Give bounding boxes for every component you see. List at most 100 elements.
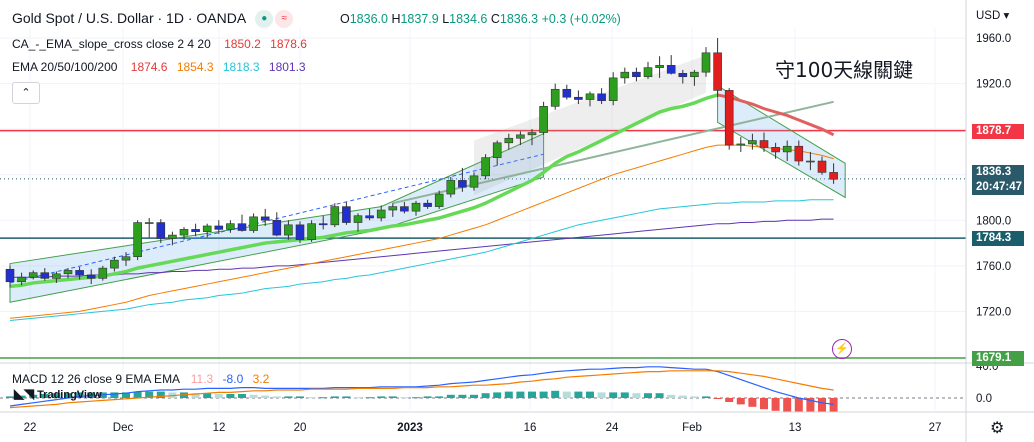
candle-body xyxy=(121,256,131,261)
collapse-indicators-button[interactable]: ⌃ xyxy=(12,82,40,104)
tradingview-logo[interactable]: ◣◥ TradingView xyxy=(14,386,102,402)
gear-icon[interactable]: ⚙ xyxy=(990,420,1005,437)
macd-histogram-bar xyxy=(272,396,281,398)
time-tick-label: Dec xyxy=(113,422,134,434)
macd-histogram-bar xyxy=(214,394,223,398)
macd-histogram-bar xyxy=(609,392,618,398)
compare-icon[interactable]: ≈ xyxy=(275,10,294,29)
candle-body xyxy=(516,134,525,139)
candle-body xyxy=(817,160,827,173)
market-open-icon[interactable]: ● xyxy=(255,10,274,29)
candle xyxy=(458,167,467,192)
candle-body xyxy=(434,193,444,207)
macd-histogram-bar xyxy=(52,393,61,398)
candle xyxy=(295,221,305,244)
candle-body xyxy=(504,137,514,144)
candle xyxy=(342,202,351,225)
candle xyxy=(411,200,421,216)
candle xyxy=(226,220,235,233)
currency-selector[interactable]: USD ▾ xyxy=(976,8,1009,22)
macd-histogram-bar xyxy=(574,391,583,398)
candle xyxy=(643,61,653,80)
candle-body xyxy=(794,145,804,162)
candle-body xyxy=(411,202,421,212)
candle-body xyxy=(284,224,293,236)
candle xyxy=(307,220,316,242)
candle-body xyxy=(133,222,142,258)
macd-histogram-bar xyxy=(330,396,339,398)
time-tick-label: 27 xyxy=(929,422,942,434)
candle xyxy=(284,220,293,240)
chevron-down-icon: ▾ xyxy=(1000,10,1010,22)
price-tick-label: 1920.0 xyxy=(976,79,1011,91)
ema-lines xyxy=(9,93,835,322)
trend-channels xyxy=(9,55,846,303)
price-tag: 1784.3 xyxy=(972,231,1024,247)
macd-signal-value: 3.2 xyxy=(252,372,270,386)
candle xyxy=(574,90,583,105)
candle-body xyxy=(597,93,606,101)
price-tick-label: 1760.0 xyxy=(976,261,1011,273)
candle-body xyxy=(829,172,838,180)
candle xyxy=(388,203,398,217)
candle xyxy=(214,220,224,234)
ohlc-high-value: 1837.9 xyxy=(400,12,439,26)
candle xyxy=(678,69,688,84)
macd-histogram-bar xyxy=(110,392,119,398)
candle-body xyxy=(110,259,119,269)
candle-body xyxy=(655,65,664,68)
macd-histogram-bar xyxy=(365,397,374,399)
price-tick-label: 1800.0 xyxy=(976,215,1011,227)
macd-histogram-bar xyxy=(238,394,246,398)
ohlc-close-label: C xyxy=(490,12,500,26)
symbol-title[interactable]: Gold Spot / U.S. Dollar · 1D · OANDA ● ≈ xyxy=(12,10,294,29)
candle xyxy=(539,101,548,135)
indicator-value: 1854.3 xyxy=(176,60,214,74)
macd-histogram-bar xyxy=(562,391,571,398)
macd-histogram-bar xyxy=(354,397,362,399)
indicator-value: 1801.3 xyxy=(268,60,306,74)
macd-histogram-bar xyxy=(818,398,826,413)
candle xyxy=(52,271,61,283)
candle xyxy=(86,269,96,285)
candle-body xyxy=(782,145,792,153)
chevron-up-icon: ⌃ xyxy=(21,87,31,99)
candle-body xyxy=(736,143,746,146)
candle-body xyxy=(620,71,630,79)
time-tick-label: 24 xyxy=(606,422,619,434)
macd-histogram-bar xyxy=(644,393,652,398)
candle-body xyxy=(249,216,258,231)
macd-legend[interactable]: MACD 12 26 close 9 EMA EMA 11.3 -8.0 3.2 xyxy=(12,372,269,386)
candle-body xyxy=(272,219,282,236)
candle-body xyxy=(481,157,490,177)
lightning-alert-icon[interactable]: ⚡ xyxy=(832,339,852,359)
price-tag: 1679.1 xyxy=(972,351,1024,366)
macd-line xyxy=(9,366,834,407)
macd-pane xyxy=(0,366,966,413)
candle-body xyxy=(388,206,398,211)
indicator-row-ca-ema[interactable]: CA_-_EMA_slope_cross close 2 4 20 1850.2… xyxy=(12,37,307,51)
candle xyxy=(179,227,189,240)
candle-body xyxy=(400,206,409,212)
macd-histogram-bar xyxy=(597,392,606,398)
time-tick-label: 12 xyxy=(213,422,226,434)
macd-histogram-bar xyxy=(725,398,734,402)
macd-histogram-bar xyxy=(783,398,792,412)
candle-body xyxy=(376,209,386,219)
candle xyxy=(550,83,560,110)
macd-histogram-bar xyxy=(122,392,130,398)
macd-histogram-bar xyxy=(748,398,757,407)
candle xyxy=(365,208,374,221)
ema-20-line-rising xyxy=(9,93,719,289)
indicator-value: 1850.2 xyxy=(224,37,261,51)
ohlc-open-label: O xyxy=(340,12,350,26)
macd-histogram-bar xyxy=(17,395,26,398)
candles xyxy=(5,38,838,288)
candle xyxy=(759,132,769,152)
candle xyxy=(133,220,142,261)
candle xyxy=(249,213,258,233)
macd-histogram-bar xyxy=(145,391,154,398)
indicator-row-ema[interactable]: EMA 20/50/100/200 1874.6 1854.3 1818.3 1… xyxy=(12,60,306,74)
macd-histogram-bar xyxy=(528,391,536,398)
